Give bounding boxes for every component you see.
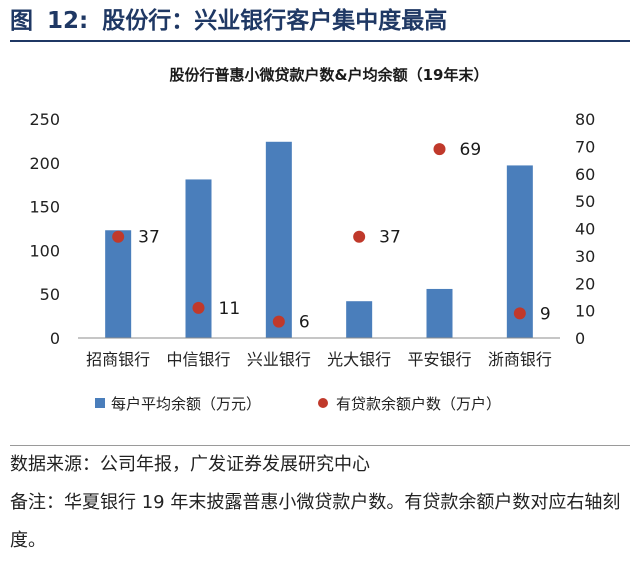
bar-光大银行 xyxy=(346,301,373,338)
y-right-tick-label: 80 xyxy=(575,110,595,129)
point-光大银行 xyxy=(353,230,366,243)
bar-招商银行 xyxy=(105,230,132,338)
y-left-tick-label: 150 xyxy=(29,198,60,217)
y-right-tick-label: 10 xyxy=(575,302,595,321)
point-招商银行 xyxy=(112,230,125,243)
data-label-平安银行: 69 xyxy=(460,140,482,160)
y-left-tick-label: 100 xyxy=(29,241,60,260)
y-right-tick-label: 40 xyxy=(575,220,595,239)
notes-section: 数据来源：公司年报，广发证券发展研究中心 备注：华夏银行 19 年末披露普惠小微… xyxy=(10,445,630,560)
figure-label: 图 xyxy=(10,8,33,34)
y-left-tick-label: 0 xyxy=(50,329,60,348)
x-tick-label: 平安银行 xyxy=(407,350,471,369)
figure-heading: 股份行：兴业银行客户集中度最高 xyxy=(102,8,448,34)
source-note: 数据来源：公司年报，广发证券发展研究中心 xyxy=(10,454,370,475)
chart-title: 股份行普惠小微贷款户数&户均余额（19年末） xyxy=(170,66,489,84)
x-tick-label: 浙商银行 xyxy=(488,350,552,369)
data-label-招商银行: 37 xyxy=(138,228,160,248)
y-right-tick-label: 20 xyxy=(575,274,595,293)
remark-note: 备注：华夏银行 19 年末披露普惠小微贷款户数。有贷款余额户数对应右轴刻度。 xyxy=(10,492,621,551)
legend-point-label: 有贷款余额户数（万户） xyxy=(336,395,501,413)
bar-兴业银行 xyxy=(265,141,292,338)
x-tick-label: 光大银行 xyxy=(327,350,391,369)
y-right-tick-label: 50 xyxy=(575,192,595,211)
combo-chart: 股份行普惠小微贷款户数&户均余额（19年末） 0 50 100 150 200 250 0 10… xyxy=(29,66,595,413)
y-left-tick-label: 250 xyxy=(29,110,60,129)
point-兴业银行 xyxy=(272,315,285,328)
bar-平安银行 xyxy=(426,288,453,338)
data-label-浙商银行: 9 xyxy=(540,304,551,324)
y-right-tick-label: 70 xyxy=(575,137,595,156)
y-right-tick-label: 60 xyxy=(575,165,595,184)
y-left-tick-label: 200 xyxy=(29,154,60,173)
x-tick-label: 中信银行 xyxy=(166,350,230,369)
data-label-中信银行: 11 xyxy=(219,299,241,319)
y-left-tick-label: 50 xyxy=(40,285,60,304)
legend-point-swatch xyxy=(318,398,328,408)
y-right-tick-label: 0 xyxy=(575,329,585,348)
data-label-兴业银行: 6 xyxy=(299,313,310,333)
legend-bar-swatch xyxy=(95,398,105,408)
point-平安银行 xyxy=(433,143,446,156)
figure-number: 12: xyxy=(47,8,89,34)
x-tick-label: 招商银行 xyxy=(86,350,150,369)
x-tick-label: 兴业银行 xyxy=(247,350,311,369)
bar-中信银行 xyxy=(185,179,212,338)
legend-bar-label: 每户平均余额（万元） xyxy=(111,395,261,413)
figure-title: 图 12: 股份行：兴业银行客户集中度最高 xyxy=(10,2,630,42)
point-中信银行 xyxy=(192,301,205,314)
point-浙商银行 xyxy=(513,307,526,320)
y-right-tick-label: 30 xyxy=(575,247,595,266)
data-label-光大银行: 37 xyxy=(379,228,401,248)
